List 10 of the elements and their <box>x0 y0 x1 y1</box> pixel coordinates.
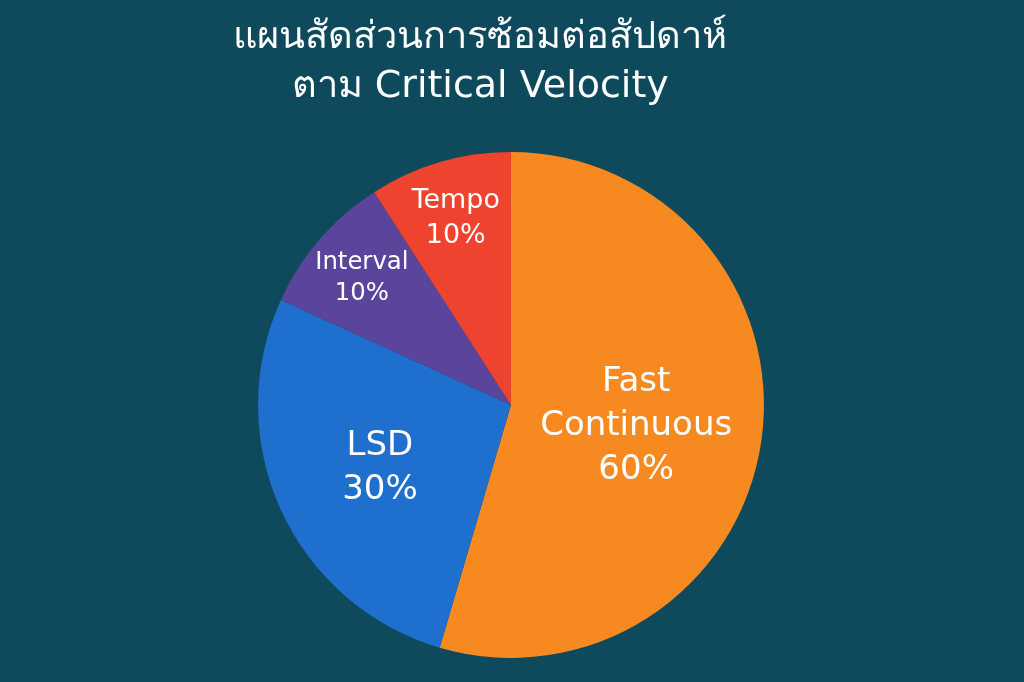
slice-label: Interval <box>315 245 409 275</box>
data-label: 30% <box>342 466 418 507</box>
chart-title: แผนสัดส่วนการซ้อมต่อสัปดาห์ ตาม Critical Velocity <box>233 12 728 107</box>
slice-label: LSD <box>346 422 414 463</box>
slice-label: Fast Continuous <box>540 358 733 443</box>
slice-label: Tempo <box>410 182 500 214</box>
data-label: 10% <box>334 277 389 307</box>
pie-slice <box>258 299 511 648</box>
data-label: 10% <box>425 217 486 249</box>
data-label: 60% <box>598 447 674 488</box>
